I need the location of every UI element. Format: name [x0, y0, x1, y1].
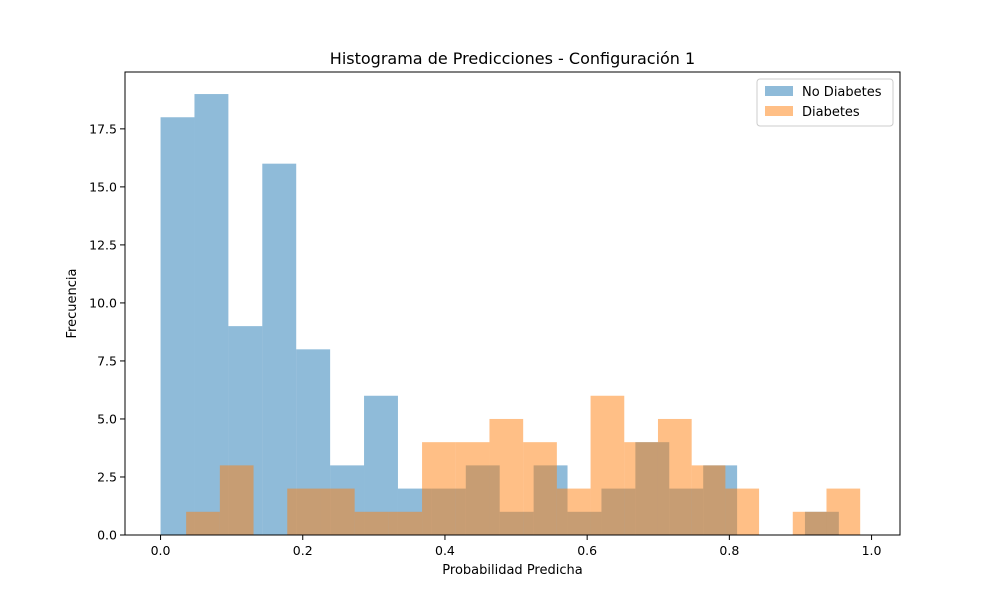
- x-axis-label: Probabilidad Predicha: [442, 563, 582, 578]
- bar-diabetes-1: [219, 465, 254, 535]
- legend-swatch-no-diabetes: [765, 86, 793, 96]
- x-tick-label: 0.4: [435, 543, 455, 558]
- bar-diabetes-3: [287, 488, 321, 535]
- y-axis-ticks: 0.0 2.5 5.0 7.5 10.0 12.5 15.0 17.5: [89, 121, 125, 543]
- bar-diabetes-11: [556, 488, 591, 535]
- y-tick-label: 10.0: [89, 295, 117, 310]
- legend-swatch-diabetes: [765, 106, 793, 116]
- bar-no-diabetes-3: [262, 163, 297, 535]
- y-tick-label: 15.0: [89, 179, 117, 194]
- bar-diabetes-16: [725, 488, 760, 535]
- x-axis-ticks: 0.0 0.2 0.4 0.6 0.8 1.0: [151, 535, 882, 558]
- x-tick-label: 1.0: [862, 543, 882, 558]
- bar-diabetes-9: [489, 418, 524, 535]
- y-tick-label: 5.0: [97, 411, 117, 426]
- legend: No Diabetes Diabetes: [756, 78, 894, 127]
- bar-diabetes-7: [422, 442, 456, 535]
- bar-diabetes-5: [354, 511, 389, 535]
- bar-diabetes-10: [523, 442, 557, 535]
- bar-diabetes-4: [320, 488, 355, 535]
- bar-no-diabetes-0: [160, 117, 195, 535]
- x-tick-label: 0.6: [577, 543, 597, 558]
- bar-no-diabetes-1: [194, 94, 229, 536]
- y-axis-label: Frecuencia: [65, 269, 80, 339]
- legend-label-diabetes: Diabetes: [802, 105, 860, 120]
- y-tick-label: 2.5: [97, 469, 117, 484]
- y-tick-label: 7.5: [97, 353, 117, 368]
- bar-diabetes-18: [792, 511, 827, 535]
- axes-frame: [124, 71, 901, 536]
- bar-diabetes-8: [455, 442, 490, 535]
- bar-diabetes-14: [657, 418, 692, 535]
- x-tick-label: 0.8: [719, 543, 739, 558]
- bars-layer: [160, 94, 861, 536]
- y-tick-label: 17.5: [89, 121, 117, 136]
- legend-label-no-diabetes: No Diabetes: [802, 85, 882, 100]
- y-tick-label: 12.5: [89, 237, 117, 252]
- x-tick-label: 0.2: [293, 543, 313, 558]
- bar-diabetes-15: [691, 465, 726, 535]
- bar-diabetes-12: [590, 395, 625, 535]
- bar-diabetes-0: [186, 511, 220, 535]
- bar-diabetes-6: [388, 511, 423, 535]
- bar-diabetes-19: [826, 488, 861, 535]
- y-tick-label: 0.0: [97, 528, 117, 543]
- chart-title: Histograma de Predicciones - Configuraci…: [330, 49, 695, 68]
- x-tick-label: 0.0: [151, 543, 171, 558]
- bar-diabetes-13: [624, 442, 658, 535]
